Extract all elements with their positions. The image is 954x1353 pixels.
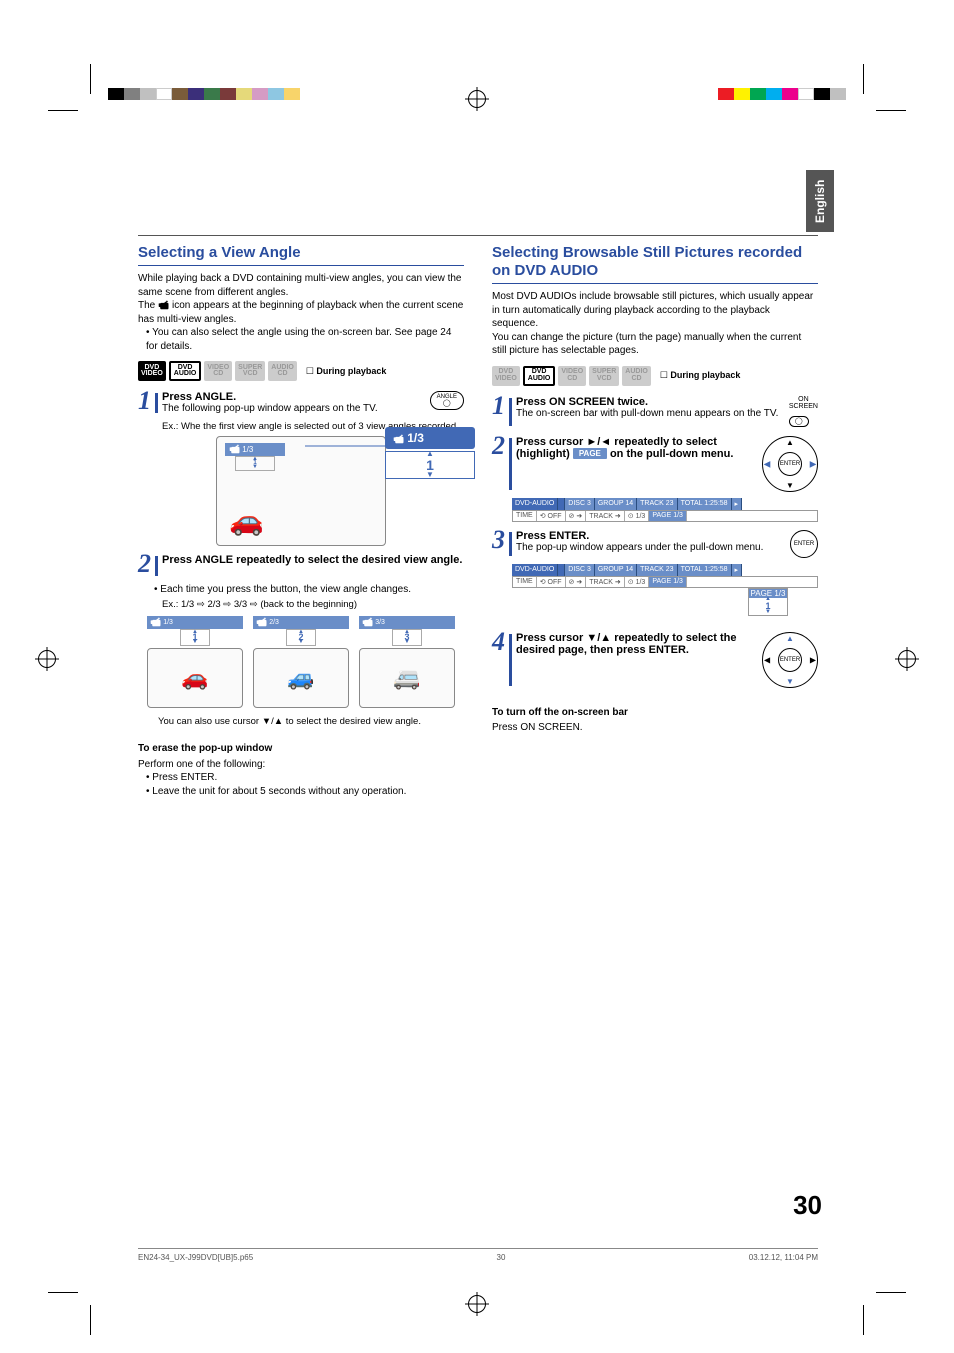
disc-badges-right: DVDVIDEO DVDAUDIO VIDEOCD SUPERVCD AUDIO… bbox=[492, 366, 818, 386]
badge-video-cd: VIDEOCD bbox=[558, 366, 586, 386]
right-heading: Selecting Browsable Still Pictures recor… bbox=[492, 244, 818, 284]
step-1-text: The following pop-up window appears on t… bbox=[162, 403, 464, 414]
during-playback-label: During playback bbox=[306, 366, 387, 377]
language-tab: English bbox=[806, 170, 834, 232]
on-screen-button-icon: ONSCREEN ◯ bbox=[789, 396, 818, 428]
page-popup: PAGE 1/3 ▲ 1 ▼ bbox=[748, 588, 788, 616]
right-step-4: 4 ENTER ▲▼◀▶ Press cursor ▼/▲ repeatedly… bbox=[492, 630, 818, 688]
page-number: 30 bbox=[793, 1190, 822, 1221]
osd-bar-2: DVD-AUDIODISC 3GROUP 14TRACK 23TOTAL 1:2… bbox=[512, 564, 818, 588]
camera-icon bbox=[158, 300, 169, 311]
right-step-3: 3 ENTER Press ENTER. The pop-up window a… bbox=[492, 528, 818, 558]
registration-mark bbox=[38, 650, 56, 668]
right-intro-1: Most DVD AUDIOs include browsable still … bbox=[492, 290, 818, 331]
erase-heading: To erase the pop-up window bbox=[138, 742, 464, 756]
step-1-title: Press ANGLE. bbox=[162, 391, 464, 403]
during-playback-label: During playback bbox=[660, 370, 741, 381]
registration-mark bbox=[468, 1295, 486, 1313]
crop-mark bbox=[48, 110, 78, 111]
crop-mark bbox=[863, 1305, 864, 1335]
step-2-footnote: You can also use cursor ▼/▲ to select th… bbox=[158, 716, 464, 729]
registration-mark bbox=[898, 650, 916, 668]
left-step-2: 2 Press ANGLE repeatedly to select the d… bbox=[138, 552, 464, 578]
left-intro-2: The icon appears at the beginning of pla… bbox=[138, 299, 464, 326]
badge-dvd-video: DVDVIDEO bbox=[492, 366, 520, 386]
step-number: 1 bbox=[138, 389, 151, 412]
badge-super-vcd: SUPERVCD bbox=[235, 361, 265, 381]
erase-bullet: Press ENTER. bbox=[146, 771, 464, 785]
crop-mark bbox=[876, 110, 906, 111]
badge-audio-cd: AUDIOCD bbox=[268, 361, 297, 381]
disc-badges: DVDVIDEO DVDAUDIO VIDEOCD SUPERVCD AUDIO… bbox=[138, 361, 464, 381]
badge-video-cd: VIDEOCD bbox=[204, 361, 232, 381]
left-column: Selecting a View Angle While playing bac… bbox=[138, 244, 464, 798]
angle-button-icon: ANGLE◯ bbox=[430, 391, 464, 410]
left-intro-1: While playing back a DVD containing mult… bbox=[138, 272, 464, 299]
turn-off-block: To turn off the on-screen bar Press ON S… bbox=[492, 706, 818, 735]
crop-mark bbox=[90, 64, 91, 94]
angle-demo: 1/3 ▲1▼ 🚗 1/3 ▲1▼ bbox=[216, 436, 386, 546]
left-bullet: You can also select the angle using the … bbox=[146, 326, 464, 353]
right-column: Selecting Browsable Still Pictures recor… bbox=[492, 244, 818, 798]
badge-dvd-audio: DVDAUDIO bbox=[523, 366, 556, 386]
crop-mark bbox=[876, 1292, 906, 1293]
erase-popup-block: To erase the pop-up window Perform one o… bbox=[138, 742, 464, 798]
right-step-2: 2 ENTER ▲▼◀▶ Press cursor ►/◄ repeatedly… bbox=[492, 434, 818, 492]
page-content: Selecting a View Angle While playing bac… bbox=[138, 235, 818, 798]
crop-mark bbox=[863, 64, 864, 94]
dpad-icon: ENTER ▲▼◀▶ bbox=[762, 436, 818, 492]
left-heading: Selecting a View Angle bbox=[138, 244, 464, 266]
step-number: 2 bbox=[138, 552, 151, 575]
left-step-1: 1 ANGLE◯ Press ANGLE. The following pop-… bbox=[138, 389, 464, 415]
crop-mark bbox=[48, 1292, 78, 1293]
right-step-1: 1 ONSCREEN ◯ Press ON SCREEN twice. The … bbox=[492, 394, 818, 428]
badge-dvd-video: DVDVIDEO bbox=[138, 361, 166, 381]
colorbar-right bbox=[718, 88, 846, 100]
step-2-example: Ex.: 1/3 ⇨ 2/3 ⇨ 3/3 ⇨ (back to the begi… bbox=[162, 599, 464, 610]
angle-callout: 1/3 ▲1▼ bbox=[385, 427, 475, 479]
dpad-icon: ENTER ▲▼◀▶ bbox=[762, 632, 818, 688]
footer: EN24-34_UX-J99DVD[UB]5.p65 30 03.12.12, … bbox=[138, 1248, 818, 1262]
enter-button-icon: ENTER bbox=[790, 530, 818, 558]
step-2-bullet: Each time you press the button, the view… bbox=[154, 584, 464, 595]
footer-file: EN24-34_UX-J99DVD[UB]5.p65 bbox=[138, 1253, 253, 1262]
badge-dvd-audio: DVDAUDIO bbox=[169, 361, 202, 381]
registration-mark bbox=[468, 90, 486, 108]
erase-bullet: Leave the unit for about 5 seconds witho… bbox=[146, 785, 464, 799]
footer-page: 30 bbox=[497, 1253, 506, 1262]
crop-mark bbox=[90, 1305, 91, 1335]
osd-bar-1: DVD-AUDIODISC 3GROUP 14TRACK 23TOTAL 1:2… bbox=[512, 498, 818, 522]
right-intro-2: You can change the picture (turn the pag… bbox=[492, 331, 818, 358]
footer-date: 03.12.12, 11:04 PM bbox=[749, 1253, 818, 1262]
erase-text: Perform one of the following: bbox=[138, 758, 464, 772]
colorbar-left bbox=[108, 88, 300, 100]
badge-super-vcd: SUPERVCD bbox=[589, 366, 619, 386]
three-angles: 1/3▲1▼🚗 2/3▲2▼🚙 3/3▲3▼🚐 bbox=[138, 616, 464, 708]
page-chip: PAGE bbox=[573, 448, 607, 459]
step-2-title: Press ANGLE repeatedly to select the des… bbox=[162, 554, 464, 566]
badge-audio-cd: AUDIOCD bbox=[622, 366, 651, 386]
